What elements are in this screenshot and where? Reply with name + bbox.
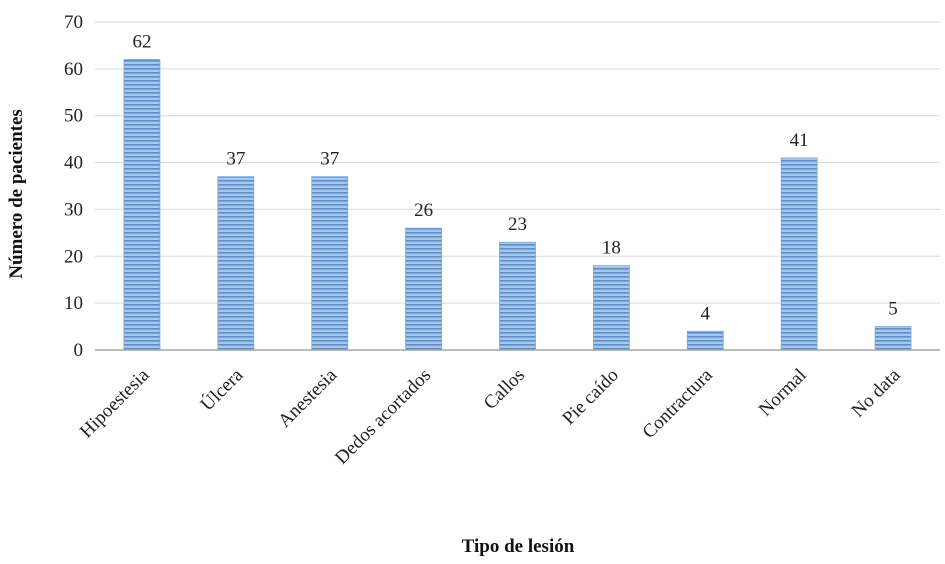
data-label: 41 — [790, 130, 809, 151]
data-label: 23 — [508, 214, 527, 235]
x-category-label: Contractura — [639, 364, 718, 443]
y-tick-label: 70 — [64, 12, 83, 33]
x-category-label: Normal — [755, 365, 811, 421]
data-label: 26 — [414, 200, 433, 221]
y-tick-label: 50 — [64, 106, 83, 127]
bar-hipoestesia — [123, 59, 161, 351]
bar-pie-caído — [592, 265, 630, 351]
bar-dedos-acortados — [405, 227, 443, 351]
bars — [123, 59, 912, 351]
x-category-label: Callos — [480, 365, 529, 414]
y-tick-label: 20 — [64, 246, 83, 267]
data-label: 37 — [320, 149, 339, 170]
y-tick-label: 30 — [64, 199, 83, 220]
x-axis-title: Tipo de lesión — [462, 536, 575, 557]
bar-normal — [780, 157, 818, 351]
x-category-label: Hipoestesia — [76, 364, 154, 442]
x-category-label: Pie caído — [558, 365, 622, 429]
bar-contractura — [686, 330, 724, 351]
data-label: 18 — [602, 238, 621, 259]
bar-callos — [499, 241, 536, 351]
x-category-label: Anestesia — [274, 364, 341, 431]
data-label: 37 — [226, 149, 245, 170]
data-label: 4 — [701, 303, 711, 324]
data-labels: 62 37 37 26 23 18 4 41 5 — [132, 31, 897, 324]
x-category-label: No data — [848, 364, 905, 421]
y-axis-title: Número de pacientes — [6, 109, 27, 279]
y-axis-ticks: 0 10 20 30 40 50 60 70 — [64, 12, 83, 361]
x-category-label: Dedos acortados — [331, 365, 435, 469]
bar-no-data — [874, 326, 912, 351]
y-tick-label: 10 — [64, 293, 83, 314]
x-category-label: Úlcera — [196, 364, 248, 416]
y-tick-label: 40 — [64, 153, 83, 174]
data-label: 62 — [132, 31, 151, 52]
y-tick-label: 60 — [64, 59, 83, 80]
bar-anestesia — [311, 176, 349, 351]
bar-úlcera — [217, 176, 255, 351]
data-label: 5 — [888, 299, 898, 320]
y-tick-label: 0 — [74, 340, 84, 361]
